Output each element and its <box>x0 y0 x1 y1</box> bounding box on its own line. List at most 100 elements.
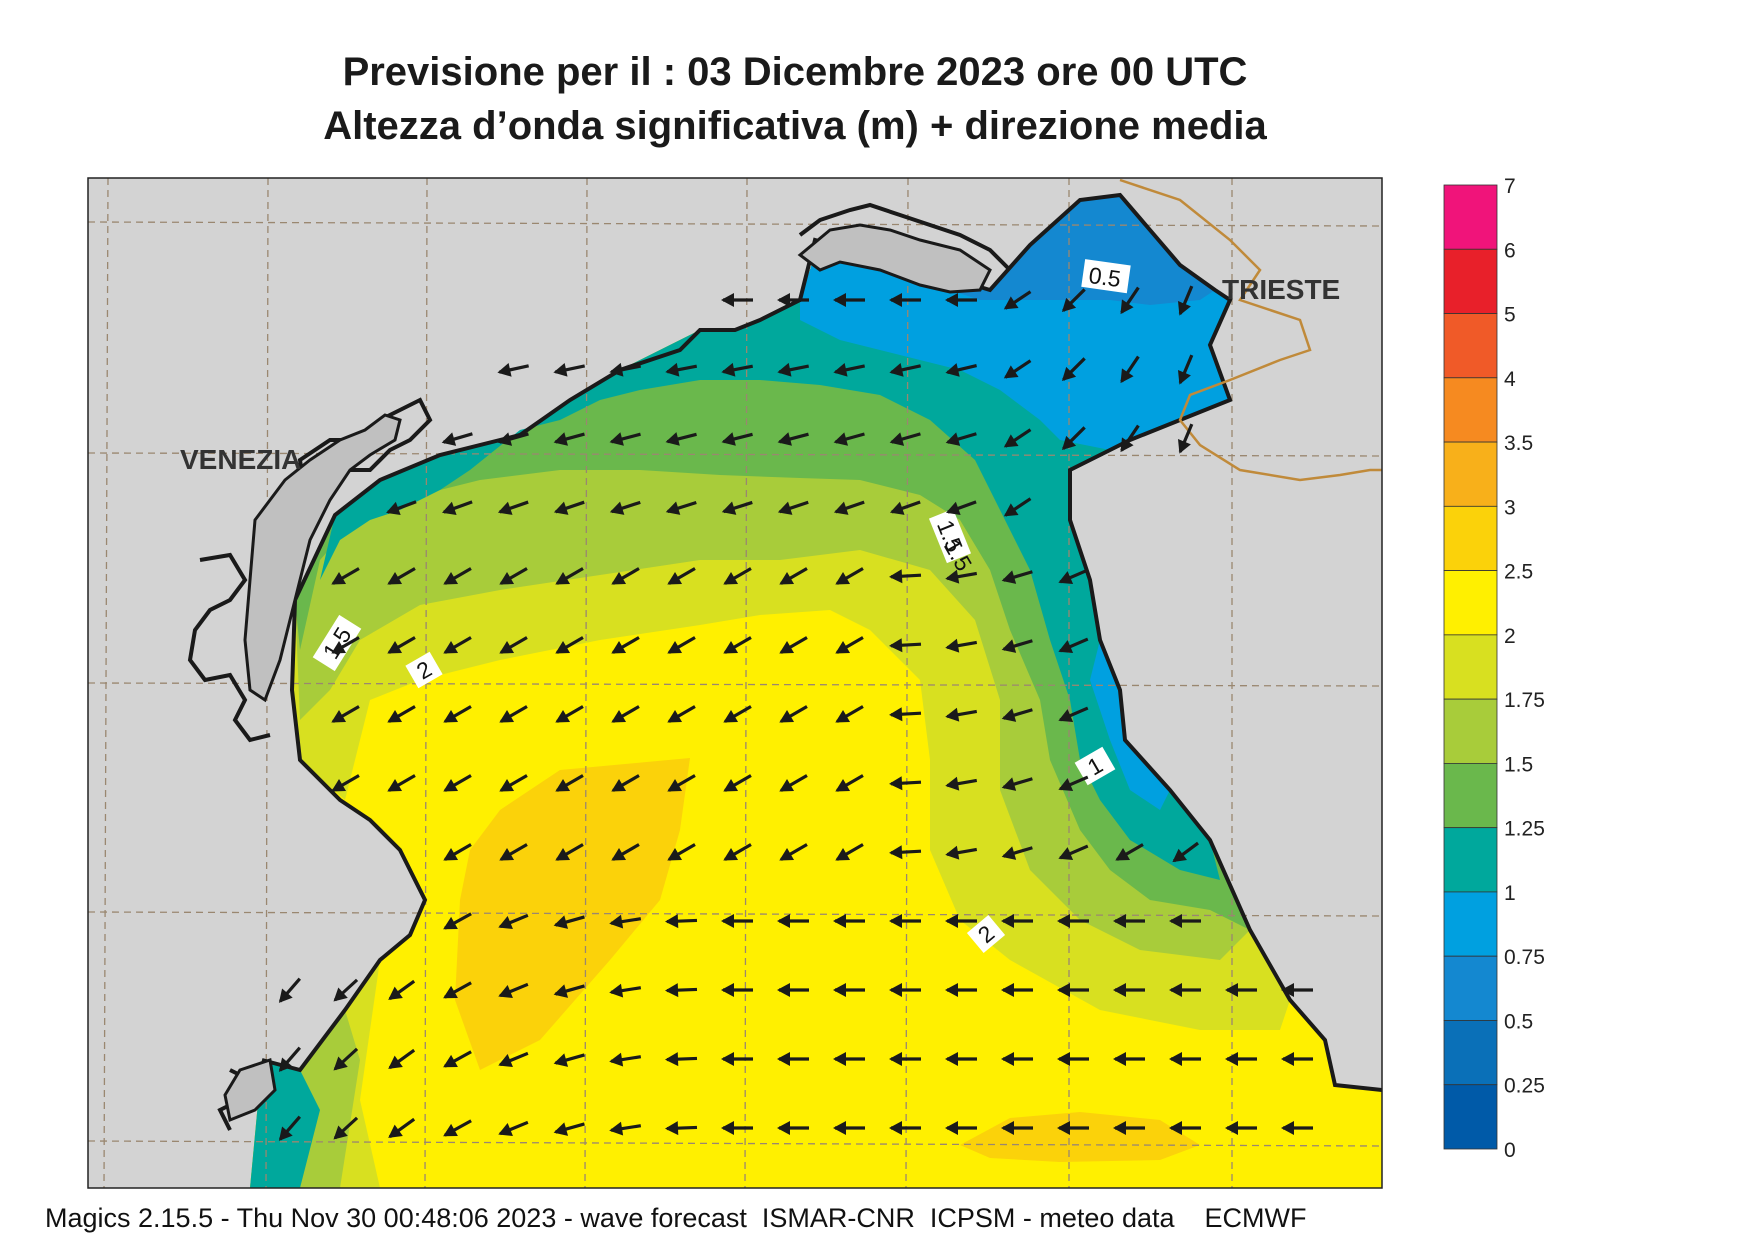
colorbar-swatch <box>1443 313 1498 379</box>
wave-direction-arrow <box>1003 290 1032 310</box>
colorbar-tick-label: 5 <box>1504 304 1516 327</box>
wave-direction-arrow <box>278 977 302 1003</box>
wave-direction-arrow <box>945 1052 977 1066</box>
lagoon-land <box>223 223 992 1123</box>
colorbar-tick-label: 2 <box>1504 625 1516 648</box>
wave-direction-arrow <box>1001 639 1033 653</box>
wave-direction-arrow <box>889 914 921 928</box>
wave-direction-arrow <box>443 1050 472 1068</box>
footer-credits: Magics 2.15.5 - Thu Nov 30 00:48:06 2023… <box>45 1203 1307 1233</box>
wave-direction-arrow <box>441 432 473 446</box>
wave-direction-arrow <box>609 362 642 377</box>
wave-direction-arrow <box>1003 359 1032 379</box>
wave-direction-arrow <box>667 774 696 792</box>
wave-direction-arrow <box>889 293 921 307</box>
wave-direction-arrow <box>553 432 585 446</box>
wave-direction-arrow <box>945 293 977 307</box>
wave-direction-arrow <box>1225 1121 1257 1135</box>
wave-direction-arrow <box>723 636 752 654</box>
wave-direction-arrow <box>889 432 921 446</box>
wave-direction-arrow <box>1001 1121 1033 1135</box>
wave-direction-arrow <box>553 1053 585 1067</box>
wave-direction-arrow <box>723 843 752 861</box>
wave-direction-arrow <box>1169 914 1201 928</box>
wave-direction-arrow <box>1172 841 1199 863</box>
wave-direction-arrow <box>1001 914 1033 928</box>
wave-direction-arrow <box>443 636 472 654</box>
wave-direction-arrow <box>945 432 977 446</box>
wave-direction-arrow <box>945 1121 977 1135</box>
wave-direction-arrow <box>833 362 866 377</box>
wave-direction-arrow <box>443 774 472 792</box>
wave-direction-arrow <box>779 567 808 585</box>
wave-direction-arrow <box>331 636 360 654</box>
wave-direction-arrow <box>665 362 698 377</box>
colorbar-tick-label: 4 <box>1504 368 1516 391</box>
colorbar-tick-label: 0.5 <box>1504 1010 1533 1033</box>
wave-direction-arrow <box>1001 570 1033 584</box>
national-border <box>1119 178 1382 482</box>
colorbar-swatch <box>1443 891 1498 957</box>
city-label-venezia: VENEZIA <box>180 444 301 475</box>
wave-direction-arrow <box>443 912 472 930</box>
wave-direction-arrow <box>611 774 640 792</box>
wave-direction-arrow <box>833 500 865 515</box>
wave-direction-arrow <box>667 705 696 723</box>
wave-direction-arrow <box>498 982 529 998</box>
map-subtitle: Altezza d’onda significativa (m) + direz… <box>323 104 1267 148</box>
wave-direction-arrow <box>721 1121 753 1135</box>
wave-direction-arrow <box>665 500 697 515</box>
wave-direction-arrow <box>777 432 809 446</box>
wave-direction-arrow <box>721 500 753 515</box>
wave-direction-arrow <box>1001 708 1033 722</box>
colorbar-swatch <box>1443 441 1498 507</box>
colorbar-tick-label: 6 <box>1504 239 1516 262</box>
wave-direction-arrow <box>1177 423 1194 454</box>
wave-direction-arrow <box>945 638 978 653</box>
colorbar-tick-label: 0.25 <box>1504 1075 1545 1098</box>
wave-direction-arrow <box>1169 1052 1201 1066</box>
wave-direction-arrow <box>1058 637 1089 654</box>
wave-direction-arrow <box>555 567 584 585</box>
wave-direction-arrow <box>835 636 864 654</box>
colorbar-swatch <box>1443 827 1498 893</box>
wave-direction-arrow <box>1177 354 1194 385</box>
wave-direction-arrow <box>609 500 641 515</box>
wave-direction-arrow <box>1113 1121 1145 1135</box>
wave-direction-arrow <box>1120 355 1140 384</box>
contour-label-0-5: 0.5 <box>1081 259 1131 294</box>
wave-direction-arrow <box>721 293 753 307</box>
wave-direction-arrow <box>387 774 416 792</box>
wave-direction-arrow <box>553 984 585 998</box>
wave-direction-arrow <box>555 774 584 792</box>
wave-direction-arrow <box>945 776 978 791</box>
colorbar-swatch <box>1443 763 1498 829</box>
wave-direction-arrow <box>721 914 753 928</box>
wave-direction-arrow <box>1058 706 1089 723</box>
wave-direction-arrow <box>553 915 585 929</box>
wave-direction-arrow <box>835 774 864 792</box>
wave-direction-arrow <box>553 1122 585 1136</box>
wave-direction-arrow <box>1113 983 1145 997</box>
wave-direction-arrow <box>1058 844 1089 861</box>
wave-direction-arrow <box>498 1120 529 1136</box>
wave-direction-arrow <box>723 774 752 792</box>
wave-direction-arrow <box>665 432 697 446</box>
wave-direction-arrow <box>553 500 585 515</box>
wave-direction-arrow <box>721 1052 753 1066</box>
wave-direction-arrow <box>609 983 642 998</box>
wave-direction-arrow <box>1281 1121 1313 1135</box>
wave-direction-arrow <box>611 636 640 654</box>
wave-direction-arrow <box>835 843 864 861</box>
wave-direction-arrow <box>889 845 922 860</box>
map-title: Previsione per il : 03 Dicembre 2023 ore… <box>342 50 1248 94</box>
wave-direction-arrow <box>442 500 473 515</box>
wave-direction-arrow <box>777 983 809 997</box>
wave-direction-arrow <box>946 500 977 515</box>
wave-direction-arrow <box>497 432 529 446</box>
wave-direction-arrow <box>667 843 696 861</box>
band-2-5-b <box>960 1112 1200 1162</box>
wave-direction-arrow <box>1115 843 1144 861</box>
colorbar-swatch <box>1443 955 1498 1021</box>
